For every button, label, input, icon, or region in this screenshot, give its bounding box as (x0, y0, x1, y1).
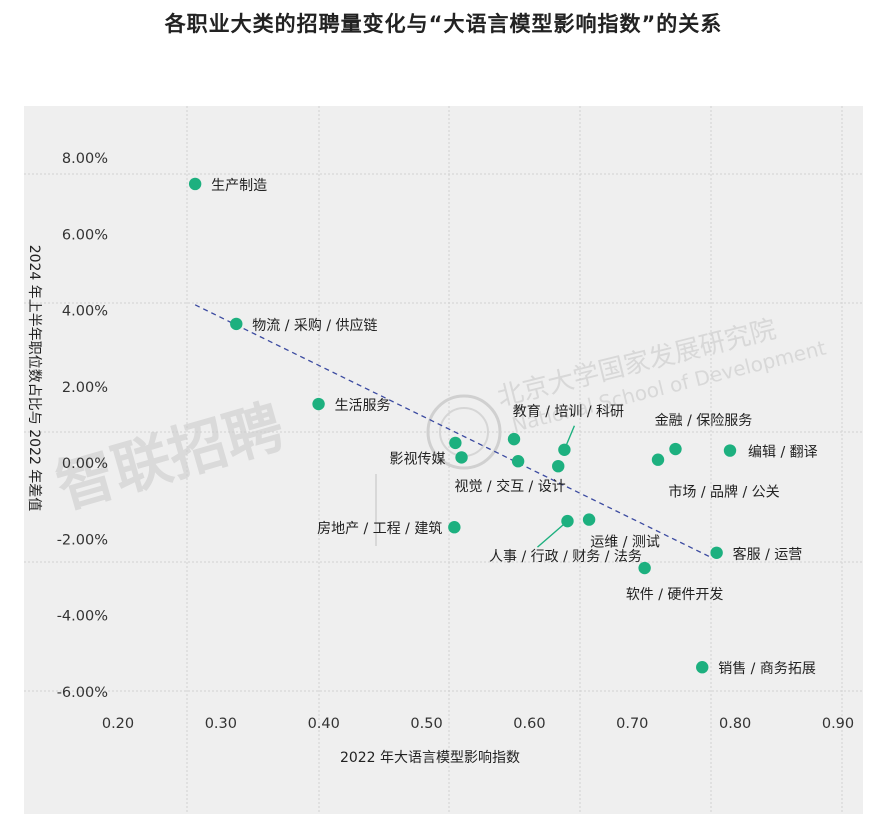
scatter-point (723, 444, 737, 457)
point-label: 生活服务 (335, 398, 391, 414)
point-label: 编辑 / 翻译 (748, 445, 818, 461)
scatter-point (558, 443, 571, 456)
point-label: 影视传媒 (390, 451, 446, 467)
y-axis-label: 2024 年上半年职位数占比与 2022 年差值 (26, 245, 42, 512)
scatter-point (638, 561, 651, 575)
point-label: 物流 / 采购 / 供应链 (252, 317, 377, 334)
point-label: 生产制造 (211, 178, 267, 194)
x-axis-label: 2022 年大语言模型影响指数 (340, 750, 520, 766)
y-tick-label: -6.00% (57, 685, 108, 701)
point-label: 运维 / 测试 (590, 535, 660, 551)
scatter-point (710, 546, 723, 559)
scatter-point (455, 451, 468, 464)
point-label: 市场 / 品牌 / 公关 (668, 484, 779, 501)
scatter-chart: 智联招聘 北京大学国家发展研究院 National School of Deve… (24, 106, 863, 814)
scatter-point (449, 436, 462, 450)
y-tick-label: 6.00% (62, 227, 108, 243)
scatter-point (507, 432, 521, 446)
point-label: 客服 / 运营 (733, 546, 803, 563)
point-label: 金融 / 保险服务 (655, 413, 753, 429)
y-tick-label: -2.00% (57, 532, 108, 548)
point-label: 教育 / 培训 / 科研 (513, 404, 624, 420)
x-tick-label: 0.70 (616, 716, 648, 732)
x-tick-label: 0.80 (719, 716, 751, 732)
y-tick-label: 2.00% (62, 380, 108, 396)
scatter-point (511, 455, 525, 468)
scatter-point (669, 442, 682, 456)
seal-outer-ring (426, 394, 502, 470)
scatter-point (552, 459, 565, 473)
scatter-point (561, 514, 574, 528)
scatter-point (696, 661, 709, 674)
scatter-point (582, 513, 596, 526)
grid-lines (24, 106, 863, 814)
scatter-point (448, 521, 461, 534)
scatter-point (188, 177, 202, 191)
x-tick-label: 0.30 (205, 716, 237, 732)
x-tick-label: 0.60 (513, 716, 545, 732)
chart-panel: 智联招聘 北京大学国家发展研究院 National School of Deve… (24, 106, 863, 814)
y-axis-ticks: 8.00% 6.00% 4.00% 2.00% 0.00% -2.00% -4.00% -6.… (57, 151, 108, 701)
y-tick-label: 8.00% (62, 151, 108, 167)
point-label: 人事 / 行政 / 财务 / 法务 (489, 549, 642, 565)
scatter-point (651, 453, 665, 466)
y-tick-label: -4.00% (57, 609, 108, 625)
x-tick-label: 0.50 (410, 716, 442, 732)
scatter-point (312, 397, 325, 411)
point-label: 软件 / 硬件开发 (626, 587, 724, 603)
chart-title: 各职业大类的招聘量变化与“大语言模型影响指数”的关系 (164, 12, 723, 36)
scatter-point (230, 317, 243, 331)
x-axis-ticks: 0.20 0.30 0.40 0.50 0.60 0.70 0.80 0.90 (102, 716, 854, 732)
x-tick-label: 0.90 (822, 716, 854, 732)
x-tick-label: 0.20 (102, 716, 134, 732)
y-tick-label: 0.00% (62, 456, 108, 472)
trendline (194, 304, 710, 558)
y-tick-label: 4.00% (62, 304, 108, 320)
watermark: 智联招聘 北京大学国家发展研究院 National School of Deve… (49, 314, 829, 546)
x-tick-label: 0.40 (308, 716, 340, 732)
point-label: 视觉 / 交互 / 设计 (454, 478, 565, 495)
data-points (188, 177, 737, 674)
point-label: 销售 / 商务拓展 (718, 661, 816, 677)
leader-line (537, 520, 568, 548)
point-label: 房地产 / 工程 / 建筑 (317, 521, 442, 537)
